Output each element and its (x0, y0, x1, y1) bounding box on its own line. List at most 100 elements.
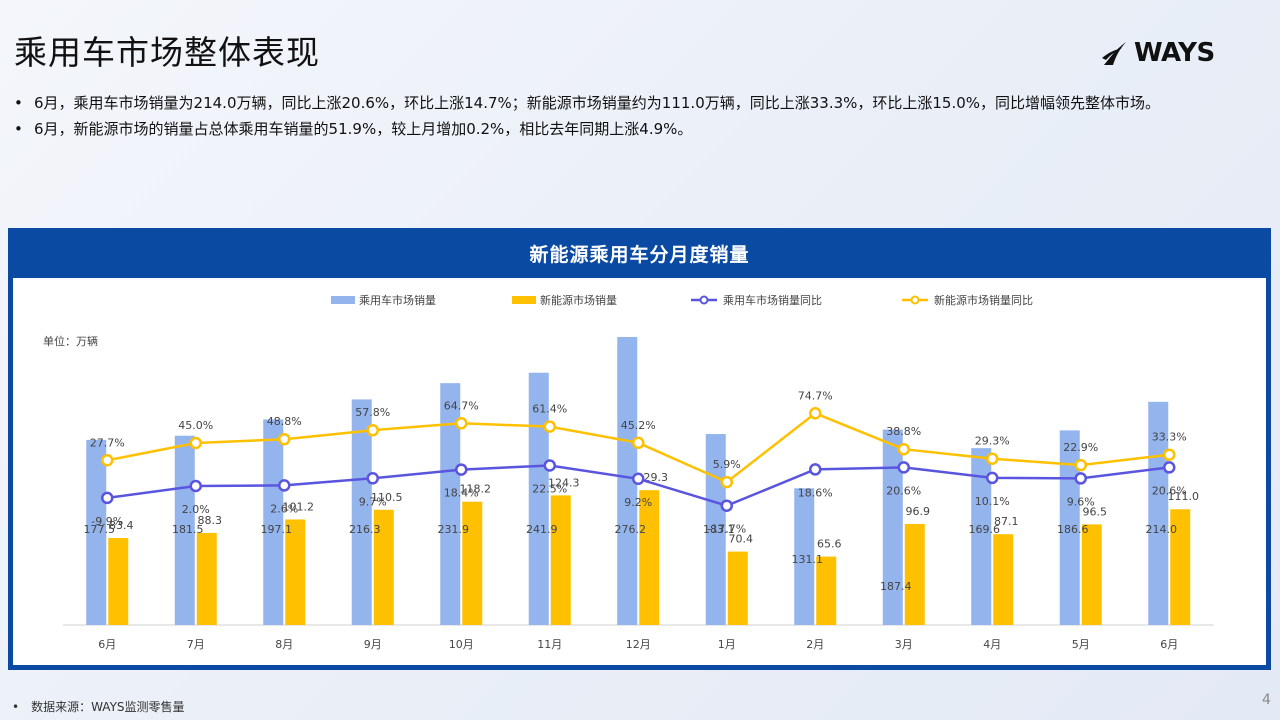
bar-label-total: 231.9 (438, 523, 470, 536)
x-tick-label: 7月 (187, 638, 205, 651)
bar-label-nev: 118.2 (460, 483, 492, 496)
bar-label-total: 216.3 (349, 523, 381, 536)
marker-nev-yoy (366, 423, 379, 437)
legend-swatch-bar (512, 296, 536, 304)
bar-total-sales (971, 448, 992, 625)
marker-nev-yoy (1163, 448, 1176, 461)
x-tick-label: 12月 (626, 638, 651, 651)
marker-nev-yoy (986, 452, 999, 465)
ways-swoosh-icon (1102, 42, 1126, 65)
bar-label-total: 197.1 (261, 523, 293, 536)
bar-nev-sales (550, 495, 571, 625)
legend-label: 乘用车市场销量 (359, 293, 436, 307)
bullet-item: 6月，新能源市场的销量占总体乘用车销量的51.9%，较上月增加0.2%，相比去年… (12, 120, 1252, 138)
line-label-nev-yoy: 61.4% (532, 403, 567, 416)
line-label-nev-yoy: 33.3% (1152, 431, 1187, 444)
marker-total-yoy (278, 479, 291, 492)
data-source: 数据来源：WAYS监测零售量 (12, 698, 184, 715)
unit-label: 单位：万辆 (43, 334, 98, 348)
marker-nev-yoy (189, 436, 202, 450)
marker-total-yoy (632, 472, 645, 486)
bar-nev-sales (462, 501, 483, 625)
marker-nev-yoy (543, 420, 556, 433)
line-label-nev-yoy: 29.3% (975, 435, 1010, 448)
bar-label-total: 183.1 (703, 523, 735, 536)
legend-swatch-marker (699, 295, 709, 305)
bar-nev-sales (639, 490, 660, 625)
x-tick-label: 10月 (449, 638, 474, 651)
bar-label-nev: 101.2 (283, 500, 315, 513)
x-tick-label: 6月 (1160, 638, 1178, 651)
bar-nev-sales (1081, 524, 1102, 625)
bar-total-sales (882, 429, 903, 625)
marker-nev-yoy (278, 432, 291, 446)
bar-label-total: 177.5 (84, 523, 116, 536)
x-tick-label: 5月 (1072, 638, 1090, 651)
bar-label-nev: 88.3 (198, 514, 223, 527)
marker-nev-yoy (809, 407, 822, 420)
bar-label-nev: 96.9 (906, 505, 931, 518)
bar-nev-sales (196, 532, 217, 625)
marker-total-yoy (809, 463, 822, 476)
bar-nev-sales (285, 519, 306, 625)
marker-nev-yoy (101, 454, 114, 467)
bar-nev-sales (727, 551, 748, 625)
line-label-nev-yoy: 27.7% (90, 436, 125, 449)
page-number: 4 (1262, 692, 1271, 708)
marker-nev-yoy (1074, 458, 1087, 472)
bar-total-sales (528, 372, 549, 625)
bar-nev-sales (993, 534, 1014, 625)
bar-total-sales (86, 439, 107, 625)
logo-text: WAYS (1134, 38, 1215, 68)
bar-label-nev: 111.0 (1168, 490, 1200, 503)
line-label-total-yoy: 18.4% (444, 487, 479, 500)
bar-label-total: 241.9 (526, 523, 558, 536)
bar-nev-sales (904, 523, 925, 625)
marker-total-yoy (455, 463, 468, 476)
marker-total-yoy (101, 491, 114, 505)
bar-label-total: 131.1 (792, 553, 824, 566)
line-label-nev-yoy: 64.7% (444, 399, 479, 412)
bar-total-sales (263, 419, 284, 625)
marker-total-yoy (1163, 461, 1176, 474)
line-label-total-yoy: 9.2% (624, 496, 652, 509)
line-label-nev-yoy: 57.8% (355, 406, 390, 419)
legend-label: 新能源市场销量 (540, 293, 617, 307)
bar-label-total: 276.2 (615, 523, 647, 536)
chart-title: 新能源乘用车分月度销量 (529, 243, 750, 266)
bar-total-sales (794, 488, 815, 625)
line-label-nev-yoy: 22.9% (1063, 441, 1098, 454)
bar-total-sales (617, 336, 638, 625)
x-tick-label: 8月 (275, 638, 293, 651)
bar-label-total: 214.0 (1146, 523, 1178, 536)
line-label-total-yoy: 18.6% (798, 486, 833, 499)
marker-nev-yoy (455, 417, 468, 430)
summary-bullets: 6月，乘用车市场销量为214.0万辆，同比上涨20.6%，环比上涨14.7%；新… (12, 94, 1252, 146)
bar-nev-sales (1170, 509, 1191, 625)
line-label-total-yoy: 2.0% (182, 503, 210, 516)
ways-logo: WAYS (1100, 36, 1215, 70)
bar-nev-sales (816, 556, 837, 625)
bar-label-total: 187.4 (880, 580, 912, 593)
bar-label-nev: 70.4 (729, 533, 754, 546)
line-label-total-yoy: 9.6% (1067, 495, 1095, 508)
marker-total-yoy (720, 499, 733, 512)
legend-swatch-bar (331, 296, 355, 304)
bar-label-nev: 83.4 (109, 519, 134, 532)
bar-total-sales (351, 399, 372, 625)
line-label-nev-yoy: 5.9% (713, 458, 741, 471)
bar-total-sales (440, 383, 461, 625)
line-label-total-yoy: -17.7% (707, 523, 746, 536)
line-label-nev-yoy: 45.2% (621, 419, 656, 432)
bullet-item: 6月，乘用车市场销量为214.0万辆，同比上涨20.6%，环比上涨14.7%；新… (12, 94, 1252, 112)
legend-label: 新能源市场销量同比 (934, 293, 1033, 307)
line-label-total-yoy: 22.5% (532, 483, 567, 496)
x-tick-label: 2月 (806, 638, 824, 651)
x-tick-label: 4月 (983, 638, 1001, 651)
marker-total-yoy (366, 472, 379, 485)
line-label-total-yoy: 9.7% (359, 495, 387, 508)
marker-total-yoy (543, 459, 556, 472)
x-tick-label: 11月 (537, 638, 562, 651)
legend-label: 乘用车市场销量同比 (723, 293, 822, 307)
